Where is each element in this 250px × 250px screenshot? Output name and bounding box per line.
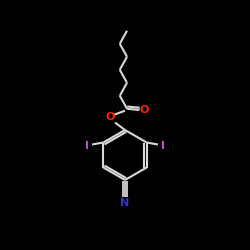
Text: N: N — [120, 198, 130, 208]
Text: O: O — [105, 112, 115, 122]
Text: I: I — [162, 141, 166, 151]
Text: O: O — [140, 105, 149, 115]
Text: I: I — [84, 141, 88, 151]
